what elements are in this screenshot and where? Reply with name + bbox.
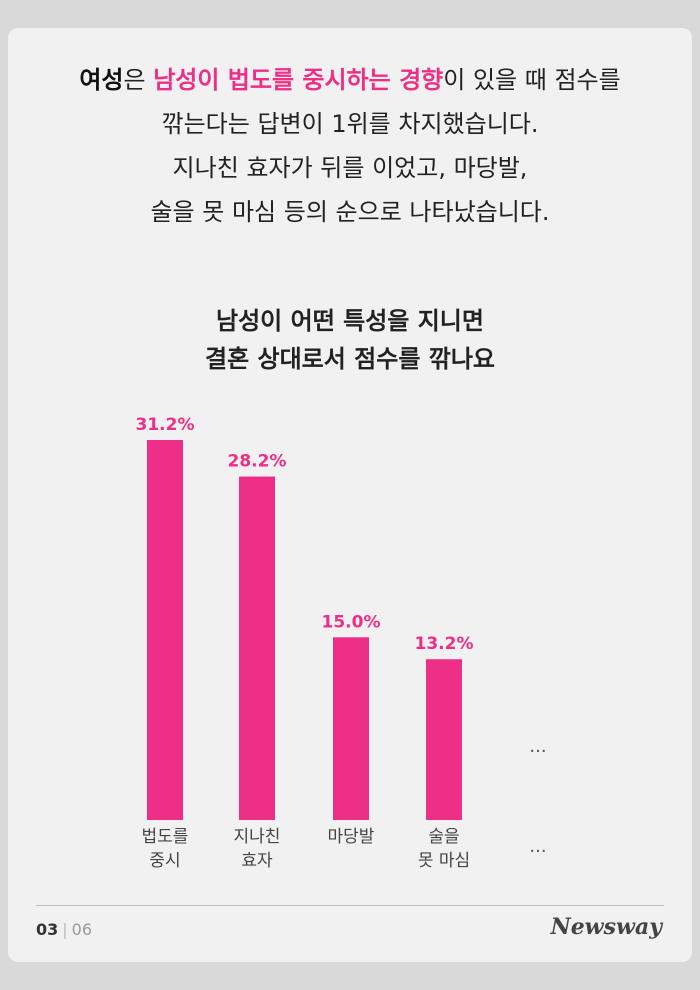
bar-0 [147,440,183,820]
category-label-3-1: 못 마심 [418,851,470,871]
intro-line-3: 지나친 효자가 뒤를 이었고, 마당발, [172,154,528,182]
page-indicator: 03 | 06 [36,920,92,939]
bar-3 [426,659,462,820]
value-label-3: 13.2% [415,634,474,654]
page-separator: | [62,920,68,939]
chart-title-line-1: 남성이 어떤 특성을 지니면 [216,307,484,335]
chart-title-line-2: 결혼 상대로서 점수를 깎나요 [204,345,496,373]
category-label-0-1: 중시 [149,851,180,871]
chart-title: 남성이 어떤 특성을 지니면 결혼 상대로서 점수를 깎나요 [0,302,700,378]
category-label-0-0: 법도를 [142,827,189,847]
intro-segment-3: 이 있을 때 점수를 [443,66,621,94]
value-label-0: 31.2% [136,415,195,435]
category-label-1-0: 지나친 [234,827,281,847]
category-label-2-0: 마당발 [328,827,375,847]
intro-line-2: 깎는다는 답변이 1위를 차지했습니다. [161,110,539,138]
intro-line-4: 술을 못 마심 등의 순으로 나타났습니다. [150,198,550,226]
category-label-3-0: 술을 [428,827,459,847]
bar-2 [333,637,369,820]
intro-line-1: 여성은 남성이 법도를 중시하는 경향이 있을 때 점수를 [0,58,700,102]
intro-segment-0: 여성 [79,66,124,94]
bar-1 [239,476,275,820]
category-label-1-1: 효자 [241,851,273,871]
value-label-1: 28.2% [228,452,287,472]
intro-segment-2: 남성이 법도를 중시하는 경향 [153,66,444,94]
value-label-2: 15.0% [322,612,381,632]
ellipsis-bar: ... [529,736,546,757]
total-pages: 06 [71,920,93,939]
ellipsis-label: ... [529,836,546,857]
current-page: 03 [36,920,59,939]
brand-logo: Newsway [550,914,662,940]
footer-divider [36,905,664,906]
intro-text: 여성은 남성이 법도를 중시하는 경향이 있을 때 점수를 깎는다는 답변이 1… [0,58,700,234]
intro-segment-1: 은 [123,66,154,94]
